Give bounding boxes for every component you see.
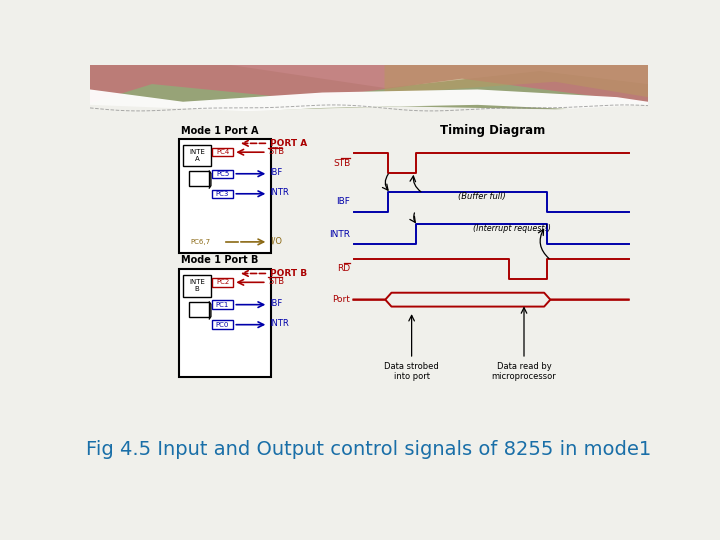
Polygon shape: [90, 65, 648, 112]
Text: INTR: INTR: [330, 230, 351, 239]
Text: IBF: IBF: [336, 197, 351, 206]
Text: PC2: PC2: [216, 279, 229, 285]
Text: PC3: PC3: [216, 191, 229, 197]
Bar: [212, 148, 233, 157]
Polygon shape: [90, 65, 648, 103]
Polygon shape: [90, 90, 648, 115]
Text: PC5: PC5: [216, 171, 229, 177]
Polygon shape: [384, 65, 648, 97]
Bar: [212, 170, 233, 178]
Text: PC1: PC1: [216, 302, 229, 308]
Text: PORT A: PORT A: [270, 139, 307, 148]
Text: STB: STB: [269, 276, 284, 286]
Bar: [183, 145, 211, 166]
Bar: [189, 302, 210, 318]
Bar: [212, 300, 233, 309]
Text: INTE
B: INTE B: [189, 279, 205, 292]
Text: INTR: INTR: [269, 319, 289, 328]
Text: (Interrupt request!): (Interrupt request!): [474, 224, 552, 233]
Text: IBF: IBF: [269, 299, 282, 308]
Bar: [212, 190, 233, 198]
Bar: [179, 269, 271, 377]
Text: INTE
A: INTE A: [189, 149, 205, 162]
Bar: [189, 171, 210, 186]
Text: Timing Diagram: Timing Diagram: [441, 124, 546, 137]
Text: I/O: I/O: [270, 237, 282, 246]
Text: Fig 4.5 Input and Output control signals of 8255 in mode1: Fig 4.5 Input and Output control signals…: [86, 440, 652, 460]
Polygon shape: [90, 105, 648, 123]
Text: Mode 1 Port A: Mode 1 Port A: [181, 126, 259, 136]
Text: Mode 1 Port B: Mode 1 Port B: [181, 255, 258, 266]
Text: PC6,7: PC6,7: [191, 239, 211, 245]
Text: RD: RD: [337, 265, 351, 273]
Text: STB: STB: [269, 146, 284, 156]
Bar: [212, 320, 233, 329]
Text: STB: STB: [333, 159, 351, 168]
Bar: [183, 275, 211, 296]
Bar: [179, 139, 271, 253]
Text: Data strobed
into port: Data strobed into port: [384, 362, 439, 381]
Text: Data read by
microprocessor: Data read by microprocessor: [492, 362, 557, 381]
Text: (Buffer full): (Buffer full): [457, 192, 505, 201]
Text: PORT B: PORT B: [270, 269, 307, 278]
Text: PC0: PC0: [216, 322, 229, 328]
Bar: [212, 278, 233, 287]
Text: PC4: PC4: [216, 149, 229, 155]
Text: IBF: IBF: [269, 168, 282, 177]
Text: Port: Port: [333, 295, 351, 304]
Text: INTR: INTR: [269, 188, 289, 197]
